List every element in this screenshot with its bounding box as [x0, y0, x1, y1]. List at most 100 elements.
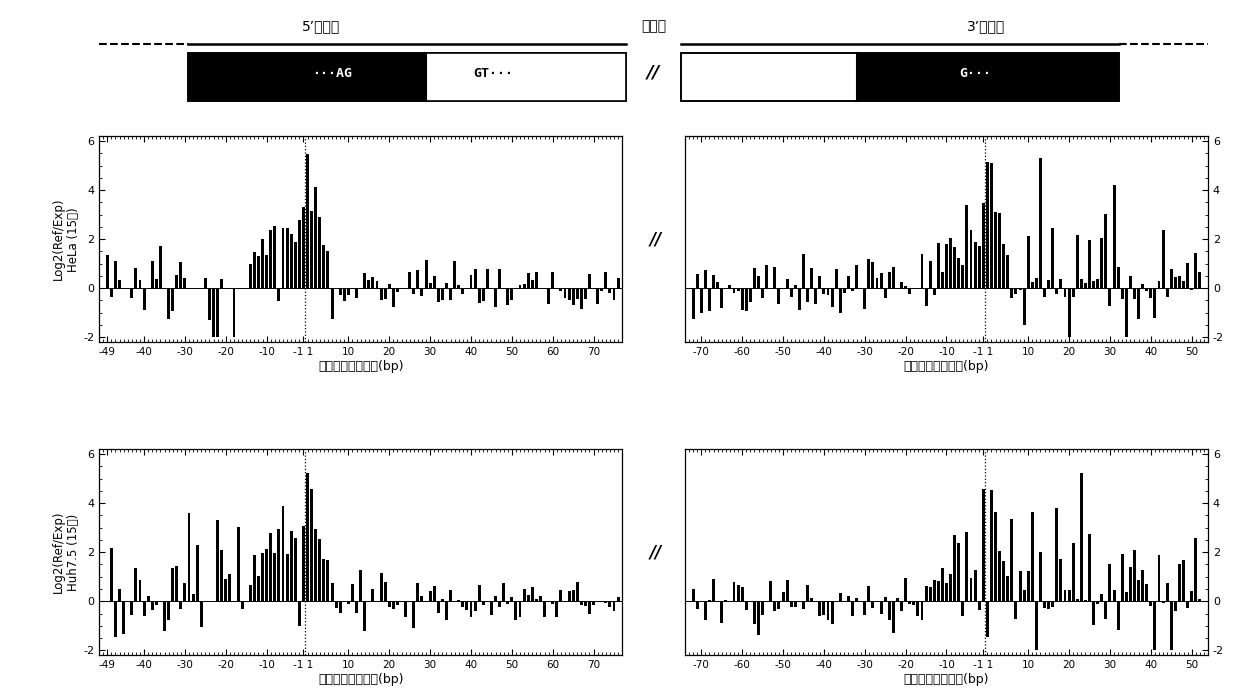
Bar: [949, 238, 952, 289]
Bar: [580, 289, 582, 309]
Bar: [1075, 235, 1079, 289]
Bar: [766, 265, 768, 289]
Bar: [1051, 602, 1054, 607]
Bar: [564, 289, 566, 298]
Bar: [1116, 267, 1120, 289]
Bar: [994, 512, 997, 602]
Bar: [888, 602, 891, 620]
Bar: [183, 583, 186, 602]
Bar: [940, 273, 944, 289]
Bar: [900, 602, 903, 611]
Bar: [507, 289, 509, 305]
Bar: [261, 238, 264, 289]
Bar: [425, 260, 427, 289]
Bar: [818, 602, 821, 616]
Bar: [1178, 564, 1181, 602]
Bar: [707, 289, 711, 311]
Bar: [502, 583, 506, 602]
Bar: [981, 489, 985, 602]
Bar: [974, 570, 976, 602]
Bar: [265, 549, 268, 602]
Bar: [737, 289, 740, 291]
Bar: [1173, 277, 1177, 289]
Bar: [1027, 236, 1030, 289]
Bar: [876, 277, 878, 289]
Bar: [1006, 255, 1010, 289]
Bar: [278, 289, 280, 301]
Bar: [416, 583, 419, 602]
Bar: [773, 602, 777, 611]
Bar: [1194, 538, 1197, 602]
Bar: [1100, 238, 1103, 289]
Bar: [712, 275, 715, 289]
Bar: [978, 246, 980, 289]
Bar: [757, 276, 760, 289]
Bar: [1141, 284, 1144, 289]
Bar: [199, 602, 203, 627]
Bar: [823, 602, 825, 615]
Bar: [1088, 240, 1092, 289]
Bar: [712, 579, 715, 602]
Bar: [432, 585, 436, 602]
Bar: [1047, 279, 1051, 289]
Bar: [1150, 602, 1152, 606]
Bar: [608, 289, 611, 293]
Bar: [924, 289, 928, 306]
Bar: [745, 289, 747, 311]
Bar: [789, 289, 793, 296]
Bar: [426, 53, 626, 101]
Bar: [965, 205, 969, 289]
Bar: [473, 602, 477, 611]
Bar: [1166, 583, 1168, 602]
Bar: [612, 602, 616, 611]
Bar: [596, 289, 600, 304]
Bar: [1027, 572, 1030, 602]
Bar: [1116, 602, 1120, 629]
Bar: [233, 289, 235, 337]
Bar: [807, 585, 809, 602]
Bar: [974, 243, 976, 289]
Bar: [372, 277, 374, 289]
Bar: [1040, 158, 1042, 289]
Bar: [835, 268, 838, 289]
X-axis label: 自剪接位点的距离(bp): 自剪接位点的距离(bp): [318, 360, 404, 373]
Bar: [514, 602, 518, 620]
Bar: [466, 602, 468, 611]
Bar: [1031, 512, 1033, 602]
Bar: [1154, 602, 1156, 650]
Bar: [883, 597, 887, 602]
Bar: [757, 602, 760, 636]
Bar: [617, 277, 620, 289]
Bar: [356, 289, 358, 298]
Bar: [1121, 553, 1124, 602]
Bar: [356, 602, 358, 613]
Bar: [473, 269, 477, 289]
Bar: [737, 585, 740, 602]
Bar: [896, 599, 900, 602]
Bar: [945, 583, 948, 602]
Bar: [306, 473, 309, 602]
Bar: [700, 289, 703, 312]
Bar: [489, 602, 493, 615]
Bar: [555, 602, 559, 618]
Bar: [159, 245, 162, 289]
Bar: [823, 289, 825, 294]
Bar: [1141, 570, 1144, 602]
Bar: [396, 602, 399, 605]
Bar: [429, 590, 431, 602]
Bar: [286, 555, 289, 602]
Bar: [867, 259, 870, 289]
Bar: [134, 268, 138, 289]
Bar: [420, 596, 424, 602]
Bar: [256, 576, 260, 602]
Bar: [134, 568, 138, 602]
Bar: [1088, 534, 1092, 602]
Bar: [1125, 289, 1127, 337]
Bar: [1145, 584, 1149, 602]
Bar: [1018, 289, 1021, 290]
Bar: [608, 602, 611, 607]
Bar: [123, 602, 125, 634]
Bar: [560, 590, 563, 602]
Bar: [1092, 281, 1095, 289]
Bar: [986, 602, 989, 637]
